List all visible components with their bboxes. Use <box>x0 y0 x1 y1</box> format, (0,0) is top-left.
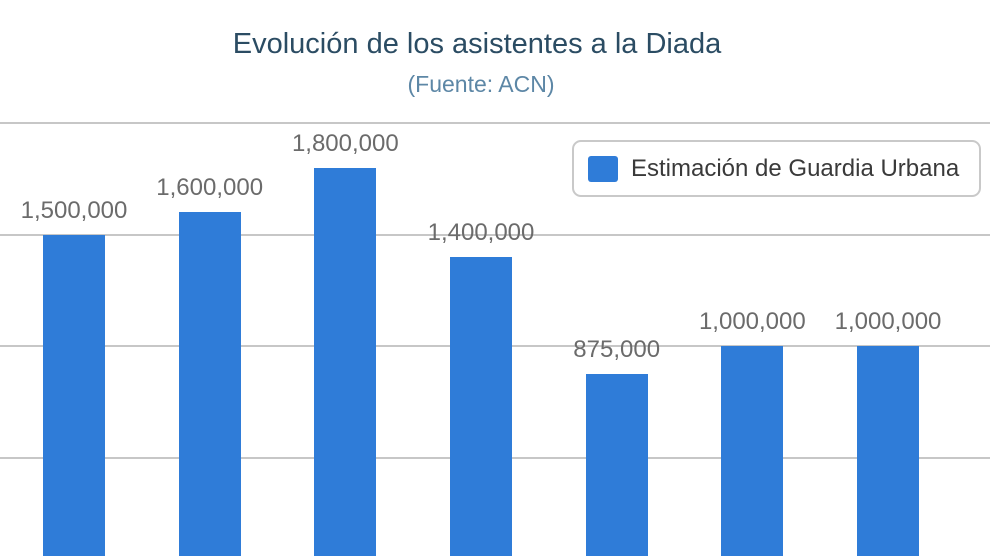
legend-label: Estimación de Guardia Urbana <box>631 154 960 182</box>
chart-title: Evolución de los asistentes a la Diada <box>232 28 722 60</box>
bar-value-label: 875,000 <box>573 336 661 364</box>
bar-value-label: 1,800,000 <box>291 129 399 157</box>
bar[interactable] <box>314 167 377 556</box>
bar[interactable] <box>721 346 784 556</box>
bar[interactable] <box>43 234 105 556</box>
bar[interactable] <box>585 374 648 556</box>
bar[interactable] <box>178 212 241 556</box>
gridline <box>0 233 990 236</box>
bar-value-label: 1,500,000 <box>20 196 128 224</box>
chart-subtitle: (Fuente: ACN) <box>407 71 555 97</box>
bar-value-label: 1,000,000 <box>698 308 806 336</box>
bar-value-label: 1,600,000 <box>156 174 264 202</box>
bar-value-label: 1,400,000 <box>427 219 535 247</box>
bar[interactable] <box>450 257 512 556</box>
bar[interactable] <box>857 346 920 556</box>
legend[interactable]: Estimación de Guardia Urbana <box>572 140 982 197</box>
legend-color-swatch-icon <box>588 155 618 182</box>
bar-value-label: 1,000,000 <box>834 308 942 336</box>
gridline <box>0 122 990 124</box>
